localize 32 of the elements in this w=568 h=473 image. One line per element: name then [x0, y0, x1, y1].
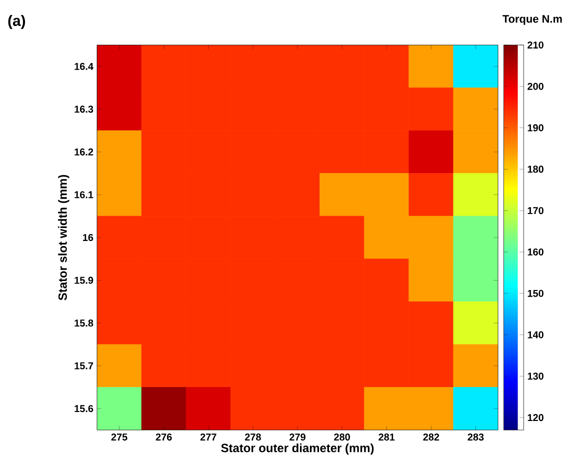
color-bar-label: 150	[528, 290, 544, 297]
y-tick-label: 16.3	[74, 106, 94, 113]
color-bar-label: 130	[528, 372, 544, 380]
y-tick-label: 16.2	[74, 148, 94, 156]
color-bar-title: Torque N.m	[502, 15, 562, 25]
color-bar-label: 210	[528, 41, 544, 49]
y-tick-label: 15.9	[74, 276, 94, 284]
x-tick-label: 278	[244, 434, 261, 441]
x-tick-label: 279	[290, 434, 306, 441]
color-bar-label: 180	[528, 166, 544, 173]
color-bar-label: 120	[528, 414, 544, 422]
y-axis-title: Stator slot width (mm)	[58, 175, 70, 300]
x-tick-label: 276	[156, 434, 172, 441]
color-bar-label: 190	[528, 124, 544, 132]
y-tick-label: 16.4	[74, 62, 94, 70]
x-tick-label: 275	[111, 434, 128, 441]
y-tick-label: 15.8	[74, 320, 94, 327]
y-tick-label: 16.1	[74, 191, 94, 198]
color-bar-label: 170	[528, 207, 544, 214]
x-tick-label: 283	[468, 434, 484, 441]
x-tick-label: 281	[378, 434, 395, 441]
color-bar-label: 200	[528, 82, 544, 90]
color-bar-label: 160	[528, 248, 544, 256]
x-axis-title: Stator outer diameter (mm)	[221, 443, 374, 455]
y-tick-label: 16	[83, 234, 94, 242]
x-tick-label: 277	[200, 434, 216, 440]
y-tick-label: 15.7	[74, 362, 94, 370]
y-tick-label: 15.6	[74, 405, 94, 412]
color-bar-label: 140	[528, 331, 544, 338]
x-tick-label: 282	[423, 434, 440, 441]
x-tick-label: 280	[334, 434, 350, 441]
chart-title: (a)	[8, 15, 26, 29]
